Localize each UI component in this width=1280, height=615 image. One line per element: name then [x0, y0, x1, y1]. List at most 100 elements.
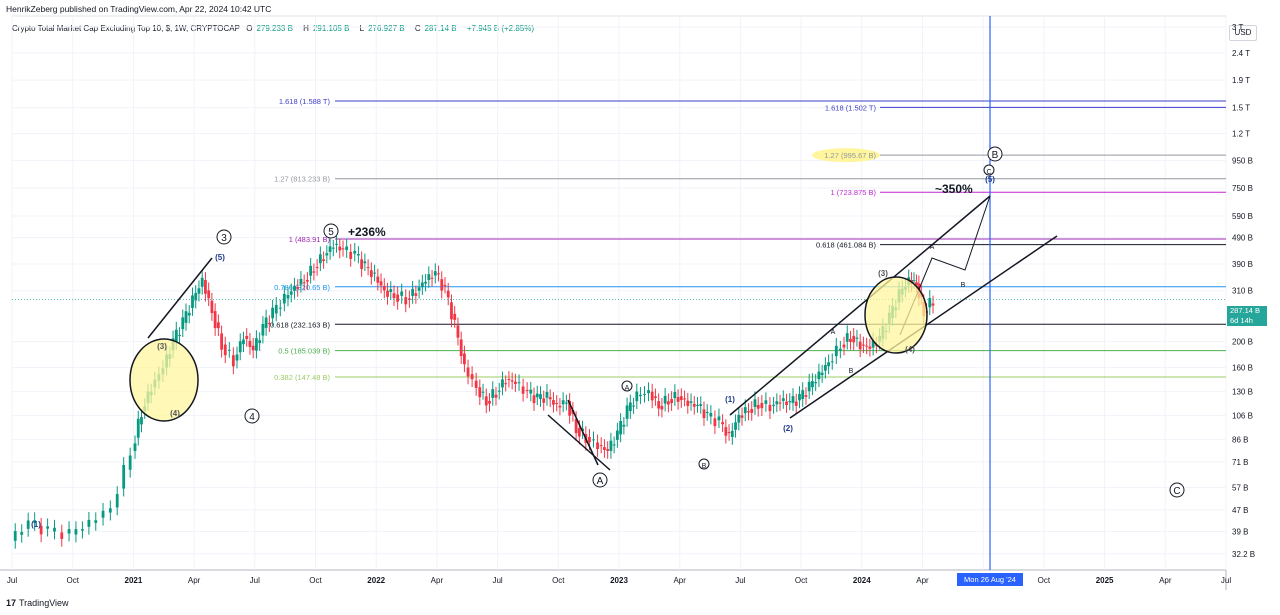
- candle-body: [628, 402, 632, 412]
- candle-body: [345, 246, 349, 251]
- candle-body: [702, 409, 706, 419]
- candle-body: [791, 396, 795, 403]
- candle-body: [181, 317, 185, 330]
- candle-body: [338, 246, 342, 251]
- candle-body: [612, 444, 616, 446]
- x-tick-label: Apr: [188, 576, 201, 585]
- candle-body: [245, 335, 249, 339]
- candle-body: [424, 281, 427, 284]
- y-tick-label: 160 B: [1232, 364, 1253, 373]
- candle-body: [743, 407, 747, 414]
- fib-level-label: 1.618 (1.588 T): [279, 97, 331, 106]
- y-tick-label: 1.2 T: [1232, 130, 1250, 139]
- candle-body: [392, 293, 396, 299]
- y-tick-label: 750 B: [1232, 184, 1253, 193]
- candle-body: [302, 282, 306, 284]
- wave-circle-marker: [1169, 482, 1185, 498]
- candle-body: [207, 290, 211, 299]
- gain-annotation: +236%: [348, 225, 386, 239]
- candle-body: [453, 313, 457, 320]
- x-tick-label: 2022: [367, 576, 385, 585]
- candle-body: [552, 400, 555, 405]
- candle-body: [724, 427, 728, 436]
- candle-body: [20, 532, 24, 535]
- candle-body: [683, 398, 686, 400]
- x-tick-label: Jul: [735, 576, 745, 585]
- x-tick-label: Oct: [309, 576, 322, 585]
- candle-body: [592, 439, 595, 441]
- candle-body: [299, 278, 303, 285]
- candle-body: [574, 419, 578, 434]
- candle-body: [466, 367, 470, 377]
- candle-body: [60, 532, 64, 539]
- candle-body: [231, 355, 235, 367]
- candle-body: [734, 422, 737, 430]
- y-tick-label: 490 B: [1232, 234, 1253, 243]
- candle-body: [609, 440, 613, 451]
- y-tick-label: 32.2 B: [1232, 550, 1255, 559]
- candle-body: [606, 449, 610, 451]
- candle-body: [709, 412, 713, 417]
- wave-circle-label: B: [702, 463, 707, 470]
- candle-body: [474, 380, 478, 388]
- candle-body: [699, 404, 703, 406]
- candle-body: [174, 329, 178, 342]
- candle-body: [373, 272, 376, 274]
- fib-level-label: 0.5 (185.039 B): [278, 347, 330, 356]
- candle-body: [558, 405, 562, 408]
- currency-button[interactable]: USD: [1229, 25, 1257, 41]
- tradingview-logo: 17 TradingView: [6, 598, 69, 608]
- candle-body: [823, 365, 827, 371]
- candle-body: [363, 261, 367, 264]
- candle-body: [689, 401, 693, 403]
- candle-body: [420, 282, 424, 288]
- candle-body: [282, 293, 286, 304]
- symbol-title: Crypto Total Market Cap Excluding Top 10…: [12, 24, 240, 33]
- y-tick-label: 390 B: [1232, 260, 1253, 269]
- candle-body: [721, 422, 724, 425]
- y-tick-label: 2.4 T: [1232, 49, 1250, 58]
- candle-body: [686, 400, 690, 406]
- candle-body: [673, 392, 677, 399]
- candle-body: [845, 333, 849, 342]
- candle-body: [615, 430, 619, 440]
- candle-body: [133, 443, 137, 451]
- candle-body: [750, 408, 754, 413]
- candle-body: [128, 455, 132, 470]
- candle-body: [140, 417, 143, 425]
- candle-body: [484, 396, 488, 406]
- ohlc-change: +7.945 B (+2.85%): [466, 24, 535, 33]
- candle-body: [456, 325, 460, 338]
- candle-body: [101, 510, 105, 518]
- candle-body: [778, 402, 782, 404]
- wave-sub-label: B: [961, 282, 966, 289]
- x-tick-label: 2021: [125, 576, 143, 585]
- candle-body: [858, 341, 862, 350]
- candle-body: [660, 405, 664, 410]
- y-tick-label: 71 B: [1232, 458, 1248, 467]
- x-tick-label: Jul: [7, 576, 17, 585]
- candle-body: [650, 391, 654, 401]
- candle-body: [184, 311, 188, 323]
- candle-body: [450, 302, 453, 320]
- candle-body: [187, 312, 191, 316]
- candle-body: [248, 340, 252, 347]
- wave-sub-label: B: [849, 368, 854, 375]
- candle-body: [727, 432, 731, 434]
- candle-body: [414, 293, 418, 296]
- wave-circle-label: C: [986, 169, 991, 176]
- x-tick-label: 2025: [1096, 576, 1114, 585]
- candle-body: [386, 290, 389, 297]
- candle-body: [400, 291, 404, 296]
- candle-body: [798, 394, 801, 401]
- candle-body: [356, 254, 360, 256]
- candle-body: [494, 394, 498, 398]
- fib-level-label: 1 (483.91 B): [289, 235, 331, 244]
- candle-body: [26, 520, 30, 529]
- fib-level-label: 1.27 (813.233 B): [274, 175, 330, 184]
- candle-body: [328, 246, 332, 252]
- candle-body: [446, 290, 450, 298]
- candle-body: [39, 525, 43, 535]
- ohlc-close: C 287.14 B: [414, 24, 457, 33]
